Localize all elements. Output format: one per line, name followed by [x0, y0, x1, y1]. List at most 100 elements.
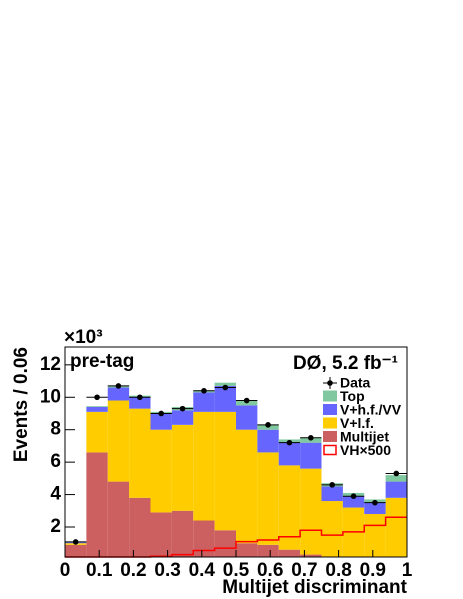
legend-key — [323, 417, 337, 429]
data-marker — [393, 470, 400, 477]
bar — [385, 481, 407, 498]
bar — [129, 408, 151, 498]
x-tick-label: 0.9 — [360, 560, 386, 581]
data-point — [278, 439, 301, 446]
bar — [193, 392, 215, 412]
bar — [86, 407, 108, 412]
x-tick-label: 0.2 — [120, 560, 146, 581]
bar — [214, 530, 236, 557]
bar — [300, 442, 322, 469]
x-tick-label: 1 — [402, 560, 413, 581]
data-marker — [158, 410, 164, 417]
data-point — [257, 422, 279, 428]
legend-key — [327, 380, 333, 386]
data-point — [364, 499, 386, 506]
data-marker — [243, 397, 250, 404]
legend-label: Multijet — [340, 429, 389, 445]
bar — [300, 468, 322, 555]
bar — [364, 514, 386, 557]
bar — [236, 429, 258, 544]
data-marker — [179, 405, 186, 412]
bar — [150, 413, 172, 430]
legend-label: Top — [340, 388, 365, 404]
data-point — [150, 410, 172, 417]
bar — [214, 382, 236, 386]
x-tick-label: 0.3 — [154, 560, 180, 581]
legend-label: VH×500 — [340, 442, 391, 458]
x-tick-label: 0.8 — [325, 560, 351, 581]
bar — [321, 486, 343, 502]
bar — [150, 429, 172, 513]
legend-key — [323, 444, 337, 456]
data-marker — [286, 439, 293, 446]
data-point — [214, 384, 236, 391]
data-point — [65, 539, 87, 545]
bar — [300, 554, 322, 557]
legend-label: V+h.f./VV — [340, 402, 402, 418]
y-multiplier: ×10³ — [64, 327, 103, 348]
signal-line — [65, 516, 407, 558]
data-marker — [372, 499, 378, 506]
legend-key — [323, 390, 337, 402]
bar — [236, 543, 258, 557]
bar — [86, 406, 108, 407]
bar — [236, 405, 258, 430]
annotation: DØ, 5.2 fb⁻¹ — [293, 353, 398, 374]
legend-key — [323, 431, 337, 442]
x-tick-label: 0.7 — [291, 560, 317, 581]
bar — [171, 424, 194, 511]
data-point — [321, 482, 343, 488]
legend-label: Data — [340, 375, 371, 391]
data-point — [107, 383, 130, 389]
bar — [385, 475, 407, 482]
bar — [278, 465, 301, 550]
data-marker — [308, 435, 314, 441]
data-point — [86, 394, 108, 401]
data-point — [171, 405, 194, 412]
data-point — [385, 470, 407, 477]
data-marker — [94, 394, 100, 401]
legend-key — [323, 404, 337, 415]
bar — [150, 512, 172, 557]
bar — [257, 544, 279, 557]
y-tick-label: 8 — [50, 419, 61, 440]
x-tick-label: 0.5 — [223, 560, 250, 581]
x-tick-label: 0.4 — [189, 560, 216, 581]
bar — [86, 452, 108, 557]
y-tick-label: 10 — [40, 386, 61, 407]
data-marker — [222, 384, 229, 391]
x-tick-label: 0 — [60, 560, 71, 581]
data-point — [236, 397, 258, 404]
data-point — [193, 387, 215, 394]
bar — [193, 411, 215, 521]
x-axis-label: Multijet discriminant — [222, 577, 407, 598]
bar — [257, 429, 279, 453]
bar — [107, 387, 130, 401]
bar — [129, 497, 151, 557]
bar — [364, 502, 386, 515]
bar — [257, 452, 279, 545]
y-tick-label: 6 — [50, 451, 61, 472]
y-axis-label: Events / 0.06 — [11, 347, 32, 462]
bar — [278, 549, 301, 557]
bar — [278, 442, 301, 466]
y-tick-label: 4 — [50, 484, 61, 505]
data-marker — [115, 383, 122, 389]
data-marker — [137, 394, 143, 401]
bar — [214, 385, 236, 412]
bar — [385, 497, 407, 557]
data-marker — [265, 422, 271, 428]
bar — [214, 411, 236, 531]
data-point — [300, 435, 322, 441]
bar — [107, 481, 130, 557]
bar — [86, 411, 108, 453]
bar — [342, 496, 365, 508]
y-tick-label: 2 — [50, 516, 61, 537]
bar — [171, 510, 194, 557]
x-tick-label: 0.1 — [86, 560, 113, 581]
data-marker — [72, 539, 79, 545]
legend-label: V+l.f. — [340, 415, 374, 431]
bar — [65, 544, 87, 557]
bar — [129, 397, 151, 409]
